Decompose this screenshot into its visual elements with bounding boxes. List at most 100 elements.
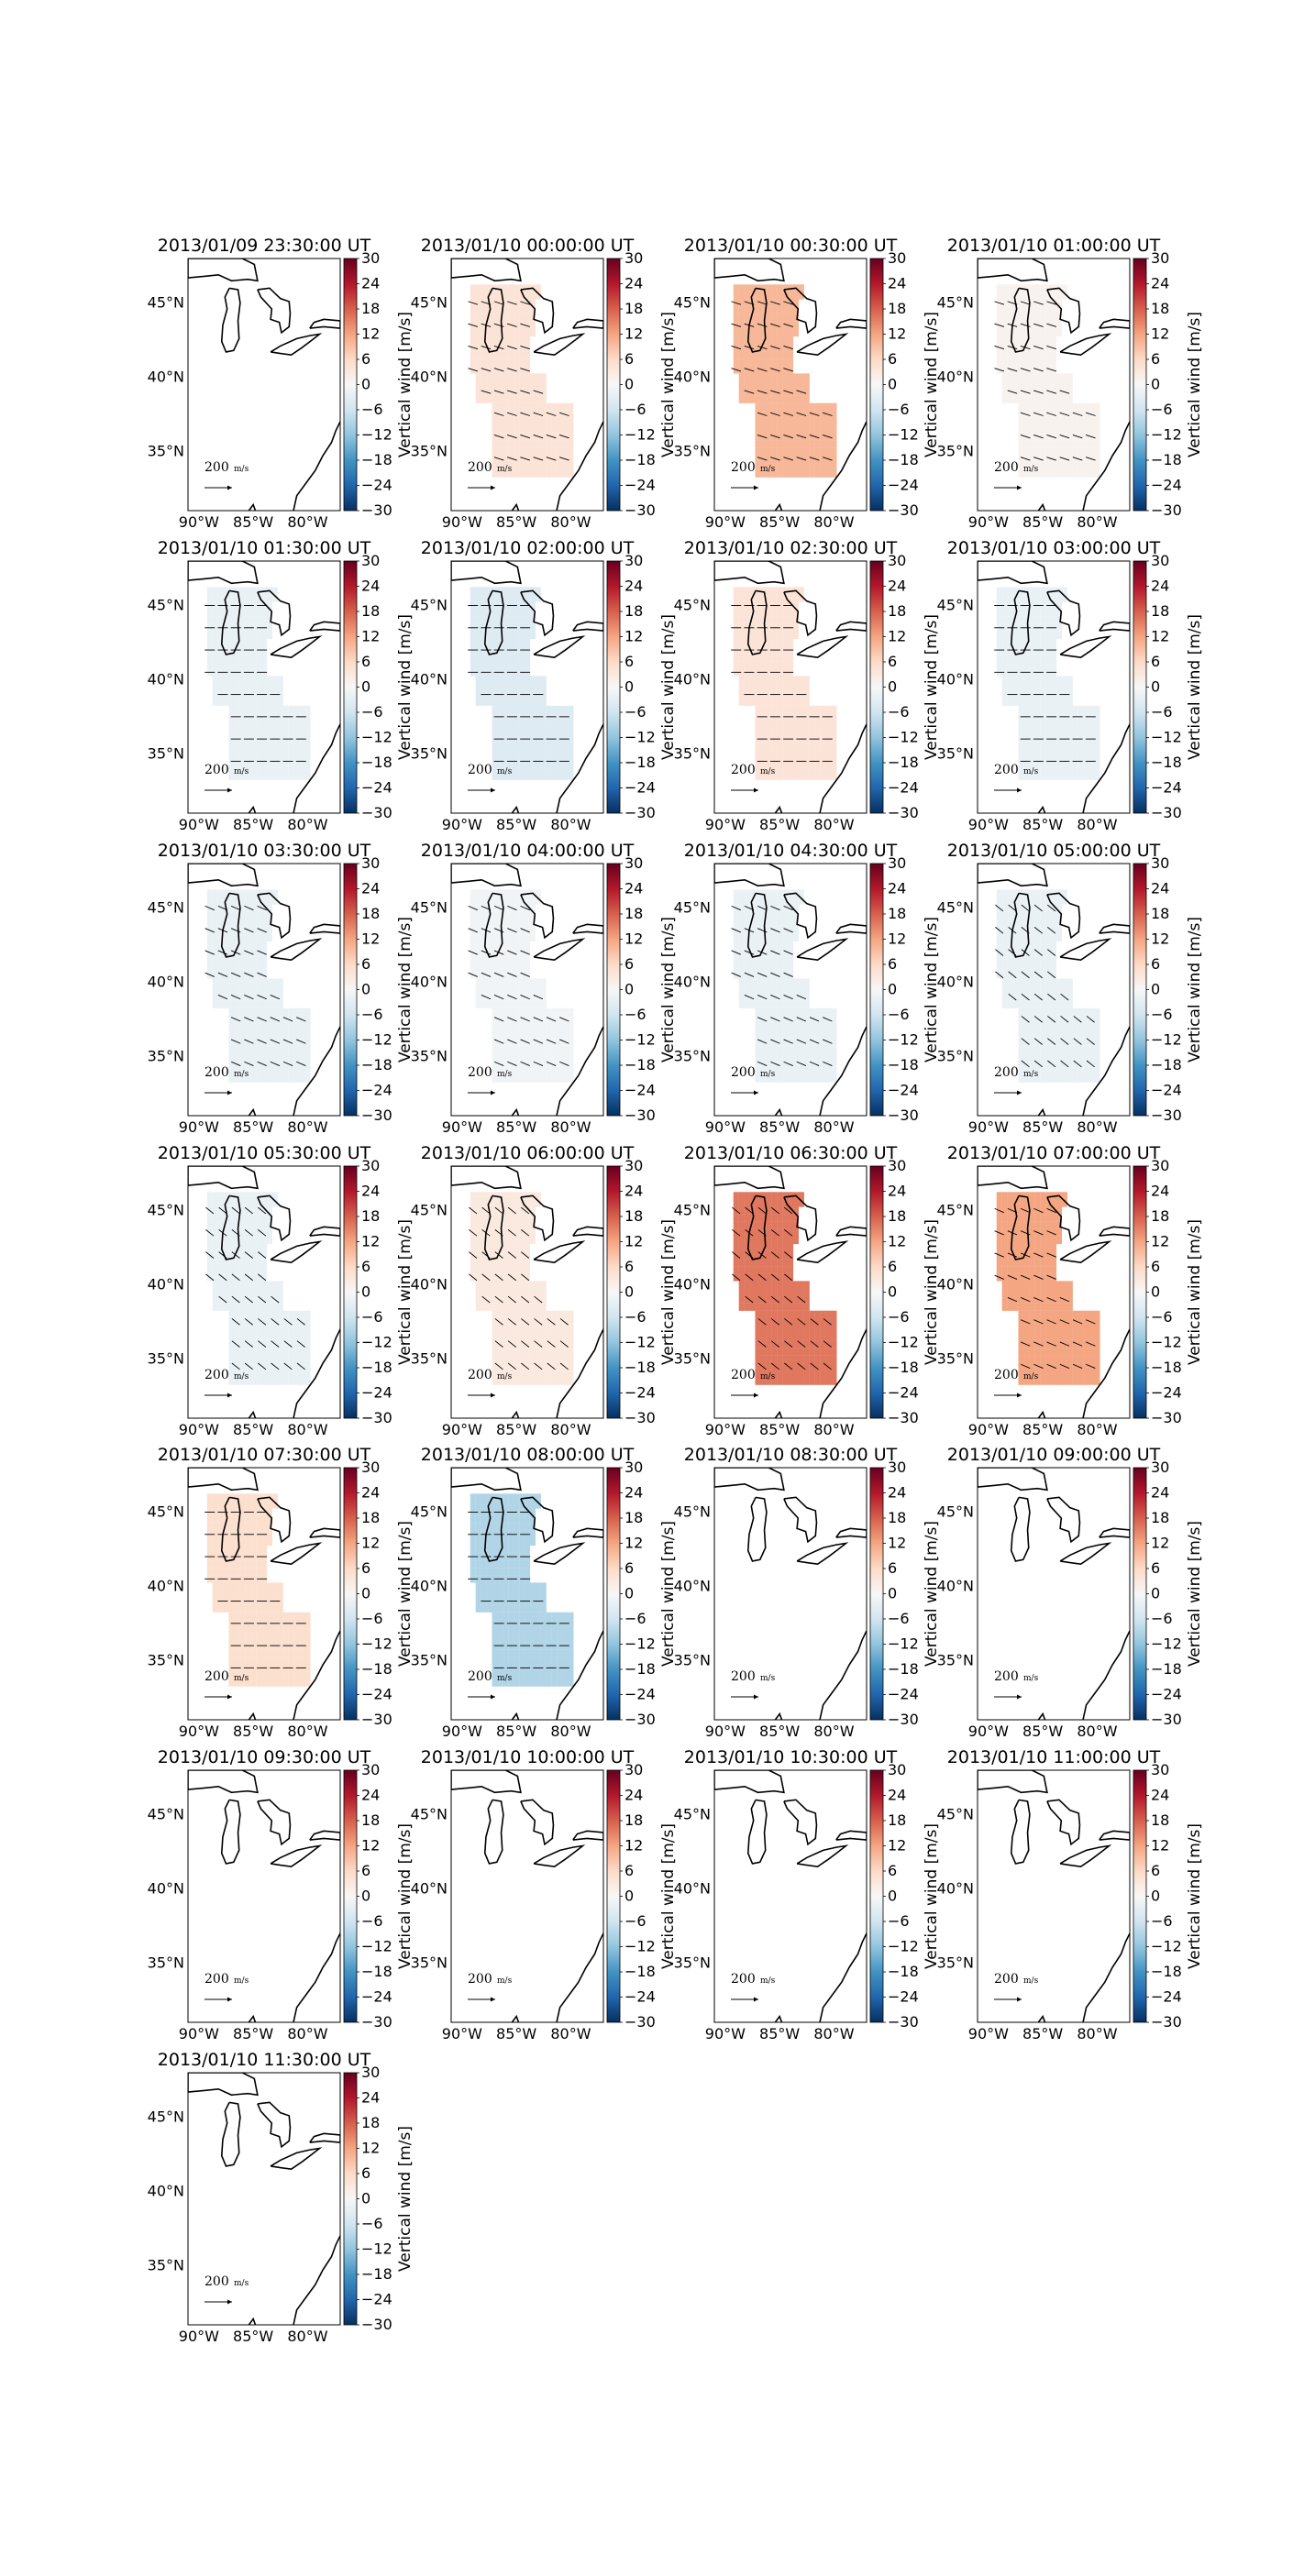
wind-cell	[1045, 336, 1052, 345]
wind-cell	[1055, 683, 1063, 691]
wind-vector	[296, 1362, 305, 1371]
wind-cell	[1051, 424, 1057, 434]
wind-cell	[497, 985, 503, 994]
wind-cell	[256, 1221, 262, 1229]
wind-cell	[514, 469, 520, 478]
wind-cell	[1029, 712, 1035, 721]
wind-cell	[803, 440, 810, 448]
coastline	[556, 421, 603, 511]
wind-cell	[525, 358, 531, 367]
colorbar-tick-label: 12	[888, 930, 906, 948]
wind-cell	[755, 462, 761, 470]
wind-cell	[782, 889, 789, 897]
wind-cell	[798, 395, 804, 403]
colorbar-tick-label: −6	[624, 1006, 646, 1023]
wind-cell	[820, 1007, 826, 1016]
wind-cell	[245, 963, 251, 972]
wind-cell	[519, 904, 525, 912]
wind-cell	[1034, 1052, 1041, 1061]
wind-cell	[217, 1281, 224, 1289]
wind-cell	[245, 993, 251, 1001]
wind-cell	[266, 757, 273, 765]
lat-tick-label: 35°N	[148, 1047, 184, 1064]
wind-vector	[1046, 412, 1056, 416]
wind-cell	[529, 299, 536, 307]
wind-vector	[507, 995, 517, 1000]
wind-cell	[525, 388, 531, 396]
wind-cell	[820, 720, 826, 729]
wind-cell	[782, 609, 789, 617]
wind-cell	[535, 1022, 541, 1031]
wind-cell	[475, 623, 481, 632]
wind-cell	[1061, 417, 1067, 426]
wind-cell	[1051, 941, 1057, 950]
wind-cell	[540, 1060, 547, 1068]
wind-cell	[831, 462, 837, 470]
wind-cell	[1023, 447, 1030, 456]
wind-cell	[814, 447, 821, 456]
wind-cell	[529, 380, 536, 389]
wind-vector	[744, 345, 755, 350]
colorbar-tick-label: 24	[624, 880, 643, 897]
wind-cell	[820, 705, 826, 713]
wind-cell	[798, 897, 804, 905]
wind-cell	[831, 1052, 837, 1061]
wind-cell	[820, 447, 826, 456]
colorbar-tick-label: 6	[624, 653, 634, 670]
wind-cell	[228, 698, 235, 706]
wind-cell	[266, 933, 273, 942]
wind-cell	[497, 314, 503, 322]
wind-cell	[749, 654, 756, 662]
wind-cell	[820, 1052, 826, 1061]
wind-cell	[788, 1029, 794, 1039]
wind-vector	[481, 995, 492, 1000]
wind-cell	[1040, 1060, 1046, 1068]
wind-cell	[277, 765, 283, 773]
wind-cell	[777, 433, 783, 441]
map-frame	[713, 560, 868, 814]
wind-cell	[261, 638, 268, 647]
wind-cell	[261, 978, 268, 986]
wind-cell	[766, 299, 772, 307]
wind-cell	[239, 757, 246, 765]
wind-cell	[782, 1074, 789, 1083]
wind-cell	[486, 587, 492, 595]
wind-cell	[1023, 956, 1030, 964]
wind-cell	[1012, 366, 1019, 374]
wind-cell	[1007, 654, 1013, 662]
wind-cell	[562, 447, 569, 456]
wind-cell	[782, 904, 789, 912]
wind-cell	[1029, 646, 1035, 655]
wind-cell	[562, 1029, 569, 1039]
wind-vector	[1033, 390, 1044, 394]
wind-cell	[1051, 351, 1057, 359]
wind-cell	[1040, 1052, 1046, 1061]
wind-cell	[1012, 889, 1019, 897]
wind-cell	[492, 1022, 498, 1031]
wind-cell	[1029, 897, 1035, 905]
wind-cell	[535, 772, 541, 780]
wind-cell	[792, 424, 800, 434]
wind-cell	[261, 1332, 268, 1341]
wind-vector	[257, 928, 267, 933]
wind-cell	[1061, 1045, 1067, 1053]
scale-arrow-unit: m/s	[497, 465, 513, 474]
wind-cell	[551, 750, 558, 758]
wind-cell	[525, 638, 531, 647]
wind-cell	[825, 1007, 832, 1016]
colorbar-tick-label: 30	[361, 854, 380, 872]
wind-cell	[755, 638, 761, 647]
wind-vector	[520, 390, 530, 394]
wind-cell	[792, 388, 800, 396]
wind-cell	[535, 1007, 541, 1016]
wind-cell	[234, 616, 240, 624]
wind-cell	[525, 1007, 531, 1016]
wind-cell	[508, 447, 514, 456]
wind-cell	[492, 765, 498, 773]
wind-cell	[212, 1236, 218, 1245]
wind-cell	[256, 1266, 262, 1274]
wind-cell	[1029, 1007, 1035, 1016]
lat-tick-label: 35°N	[937, 744, 974, 762]
wind-cell	[245, 1192, 251, 1200]
wind-cell	[266, 1022, 273, 1031]
